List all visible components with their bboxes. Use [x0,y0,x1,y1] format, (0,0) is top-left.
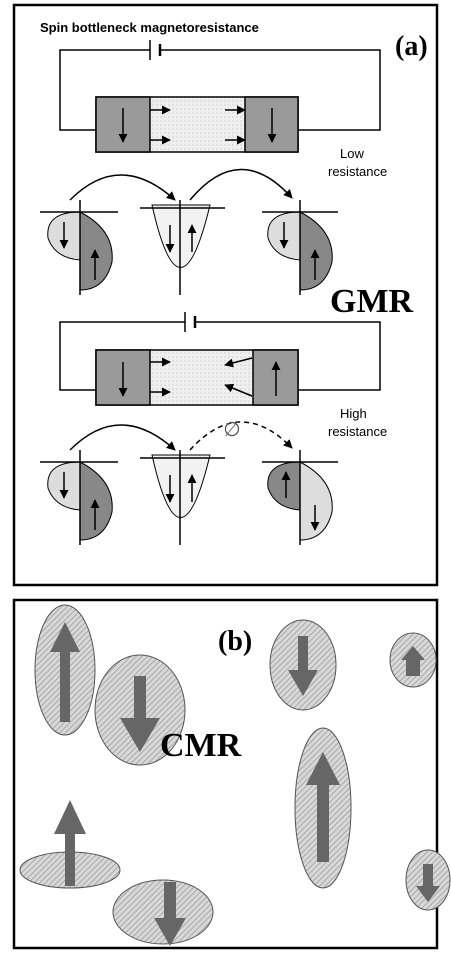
circuit-low [59,40,381,153]
panel-label: (a) [395,31,428,62]
gmr-label: GMR [330,283,414,320]
circuit-high [59,312,381,406]
panel-label: (b) [218,626,252,657]
spin-arrows [50,622,440,946]
panel-b-frame [12,598,439,950]
high-label: resistance [328,424,387,439]
low-label: Low [340,146,364,161]
dos-high [40,421,338,545]
panel-a-frame [12,3,439,587]
low-label: resistance [328,164,387,179]
high-label: High [340,406,367,421]
dos-low [40,168,338,295]
blocked-symbol: ∅ [223,419,240,441]
cmr-label: CMR [160,727,242,764]
panel-title: Spin bottleneck magnetoresistance [40,20,259,35]
